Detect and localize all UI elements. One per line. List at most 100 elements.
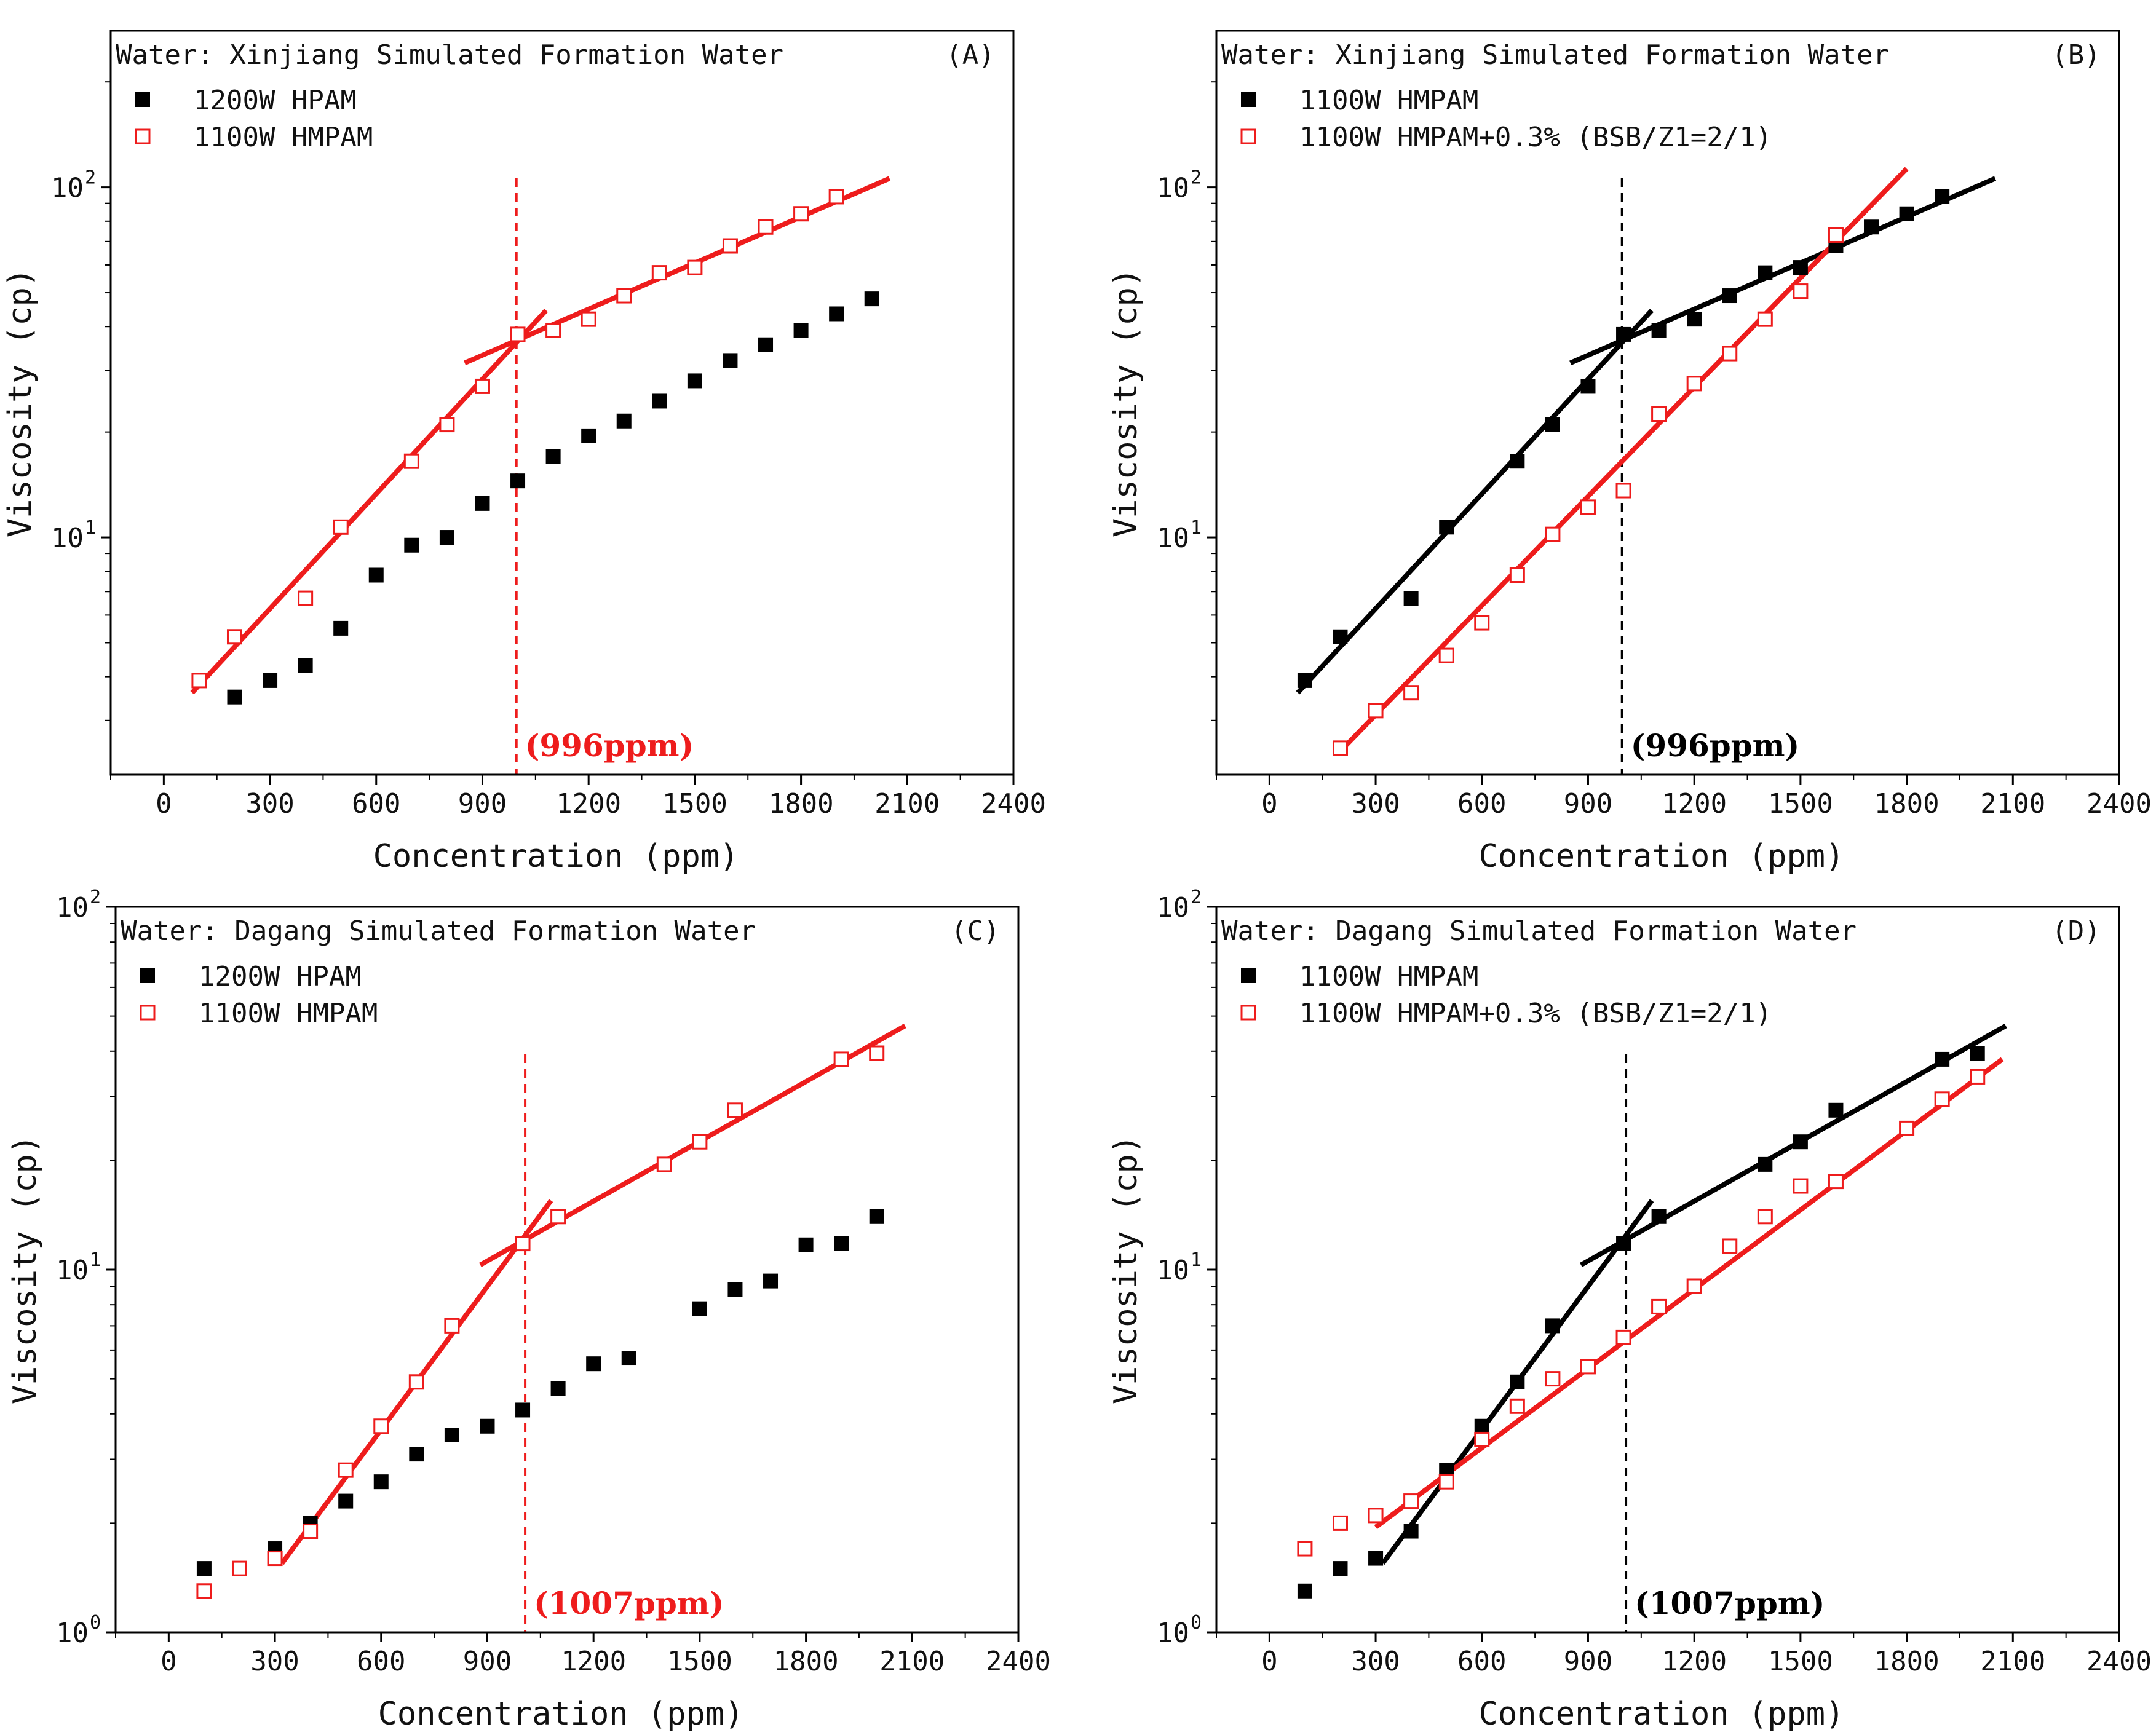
- data-point-filled: [1935, 189, 1950, 204]
- x-tick-label: 1500: [1768, 1646, 1833, 1677]
- water-label: Water: Xinjiang Simulated Formation Wate…: [116, 39, 783, 71]
- data-point-open: [1474, 1431, 1490, 1447]
- y-tick-exponent: 2: [90, 887, 101, 908]
- data-point-filled: [227, 689, 242, 705]
- data-point-filled: [581, 428, 596, 443]
- data-point-filled: [652, 393, 667, 409]
- data-point-filled: [1970, 1046, 1985, 1061]
- data-point-filled: [1474, 1418, 1489, 1434]
- x-tick-label: 300: [1351, 788, 1400, 820]
- x-tick-label: 2400: [981, 788, 1046, 820]
- x-tick-label: 0: [156, 788, 172, 820]
- data-point-open: [692, 1134, 708, 1150]
- legend-marker-hmpam: [1241, 92, 1256, 107]
- data-point-filled: [1510, 1374, 1525, 1389]
- x-tick-label: 2400: [2087, 1646, 2152, 1677]
- data-point-open: [1615, 483, 1631, 499]
- data-point-open: [1580, 499, 1596, 515]
- data-point-filled: [373, 1474, 389, 1490]
- data-point-filled: [444, 1427, 459, 1442]
- y-tick-label: 10: [51, 523, 84, 554]
- data-point-filled: [1758, 265, 1773, 280]
- data-point-open: [1403, 685, 1419, 701]
- data-point-filled: [1333, 629, 1348, 644]
- critical-concentration-label: (996ppm): [525, 727, 694, 764]
- data-point-open: [1474, 615, 1490, 631]
- data-point-open: [793, 206, 809, 222]
- x-tick-label: 1800: [774, 1646, 839, 1677]
- data-point-filled: [621, 1351, 636, 1366]
- x-tick-label: 1200: [561, 1646, 626, 1677]
- y-tick-label: 10: [1157, 173, 1189, 204]
- fit-line: [464, 176, 891, 365]
- panel-label: (D): [2051, 915, 2100, 947]
- legend-marker-hmpam: [1241, 968, 1256, 983]
- data-point-filled: [1793, 260, 1808, 275]
- data-point-filled: [586, 1356, 601, 1372]
- data-point-open: [1970, 1069, 1986, 1085]
- y-tick-exponent: 2: [1191, 167, 1202, 189]
- data-point-open: [1828, 227, 1844, 243]
- data-point-open: [474, 378, 490, 394]
- critical-concentration-label: (996ppm): [1631, 727, 1800, 764]
- data-point-filled: [1758, 1156, 1773, 1172]
- x-tick-label: 0: [1261, 788, 1278, 820]
- data-point-filled: [545, 449, 561, 464]
- data-point-filled: [1297, 673, 1312, 688]
- x-tick-label: 2400: [986, 1646, 1051, 1677]
- data-point-filled: [1722, 288, 1737, 304]
- x-tick-label: 1200: [556, 788, 621, 820]
- data-point-open: [1545, 526, 1561, 542]
- x-tick-label: 1800: [1874, 1646, 1940, 1677]
- data-point-open: [1368, 703, 1384, 719]
- data-point-open: [298, 590, 314, 606]
- data-point-filled: [196, 1561, 212, 1576]
- data-point-filled: [298, 658, 313, 673]
- x-tick-label: 300: [250, 1646, 299, 1677]
- data-point-open: [1403, 1493, 1419, 1509]
- x-tick-label: 900: [463, 1646, 512, 1677]
- data-point-open: [196, 1583, 212, 1599]
- x-tick-label: 600: [1457, 788, 1506, 820]
- water-label: Water: Dagang Simulated Formation Water: [121, 915, 756, 947]
- data-point-open: [550, 1209, 566, 1225]
- data-point-open: [403, 453, 419, 469]
- y-tick-label: 10: [1157, 1618, 1189, 1649]
- legend-marker-hpam: [140, 968, 155, 983]
- water-label: Water: Xinjiang Simulated Formation Wate…: [1221, 39, 1889, 71]
- legend-marker-hmpam: [135, 128, 151, 144]
- y-tick-exponent: 0: [1191, 1612, 1202, 1634]
- data-point-open: [1651, 406, 1667, 422]
- y-tick-label: 10: [56, 892, 89, 923]
- data-point-filled: [1545, 1318, 1560, 1334]
- data-point-filled: [480, 1418, 495, 1434]
- fit-line: [1296, 309, 1654, 695]
- data-point-filled: [829, 306, 844, 322]
- panel-label: (B): [2051, 39, 2100, 71]
- data-point-open: [1899, 1120, 1915, 1136]
- y-tick-exponent: 0: [90, 1612, 101, 1634]
- legend-label-hmpam-bsb: 1100W HMPAM+0.3% (BSB/Z1=2/1): [1299, 122, 1772, 153]
- y-tick-exponent: 1: [1191, 1249, 1202, 1271]
- data-point-filled: [368, 567, 384, 583]
- data-point-open: [373, 1418, 389, 1434]
- data-point-open: [1722, 346, 1738, 362]
- data-point-filled: [409, 1447, 424, 1462]
- legend-marker-hmpam: [140, 1005, 156, 1021]
- x-tick-label: 0: [161, 1646, 177, 1677]
- y-tick-label: 10: [51, 173, 84, 204]
- y-tick-label: 10: [1157, 1255, 1189, 1286]
- x-tick-label: 0: [1261, 1646, 1278, 1677]
- data-point-open: [545, 322, 561, 338]
- data-point-filled: [1864, 219, 1879, 235]
- x-axis-title: Concentration (ppm): [1479, 1696, 1845, 1733]
- x-tick-label: 600: [1457, 1646, 1506, 1677]
- data-point-open: [338, 1462, 354, 1478]
- panel-label: (A): [946, 39, 994, 71]
- data-point-open: [1297, 1541, 1313, 1557]
- data-point-filled: [439, 530, 454, 545]
- y-tick-exponent: 1: [85, 517, 96, 539]
- data-point-filled: [798, 1237, 814, 1252]
- legend-label-hpam: 1200W HPAM: [194, 85, 357, 116]
- x-tick-label: 1200: [1662, 788, 1727, 820]
